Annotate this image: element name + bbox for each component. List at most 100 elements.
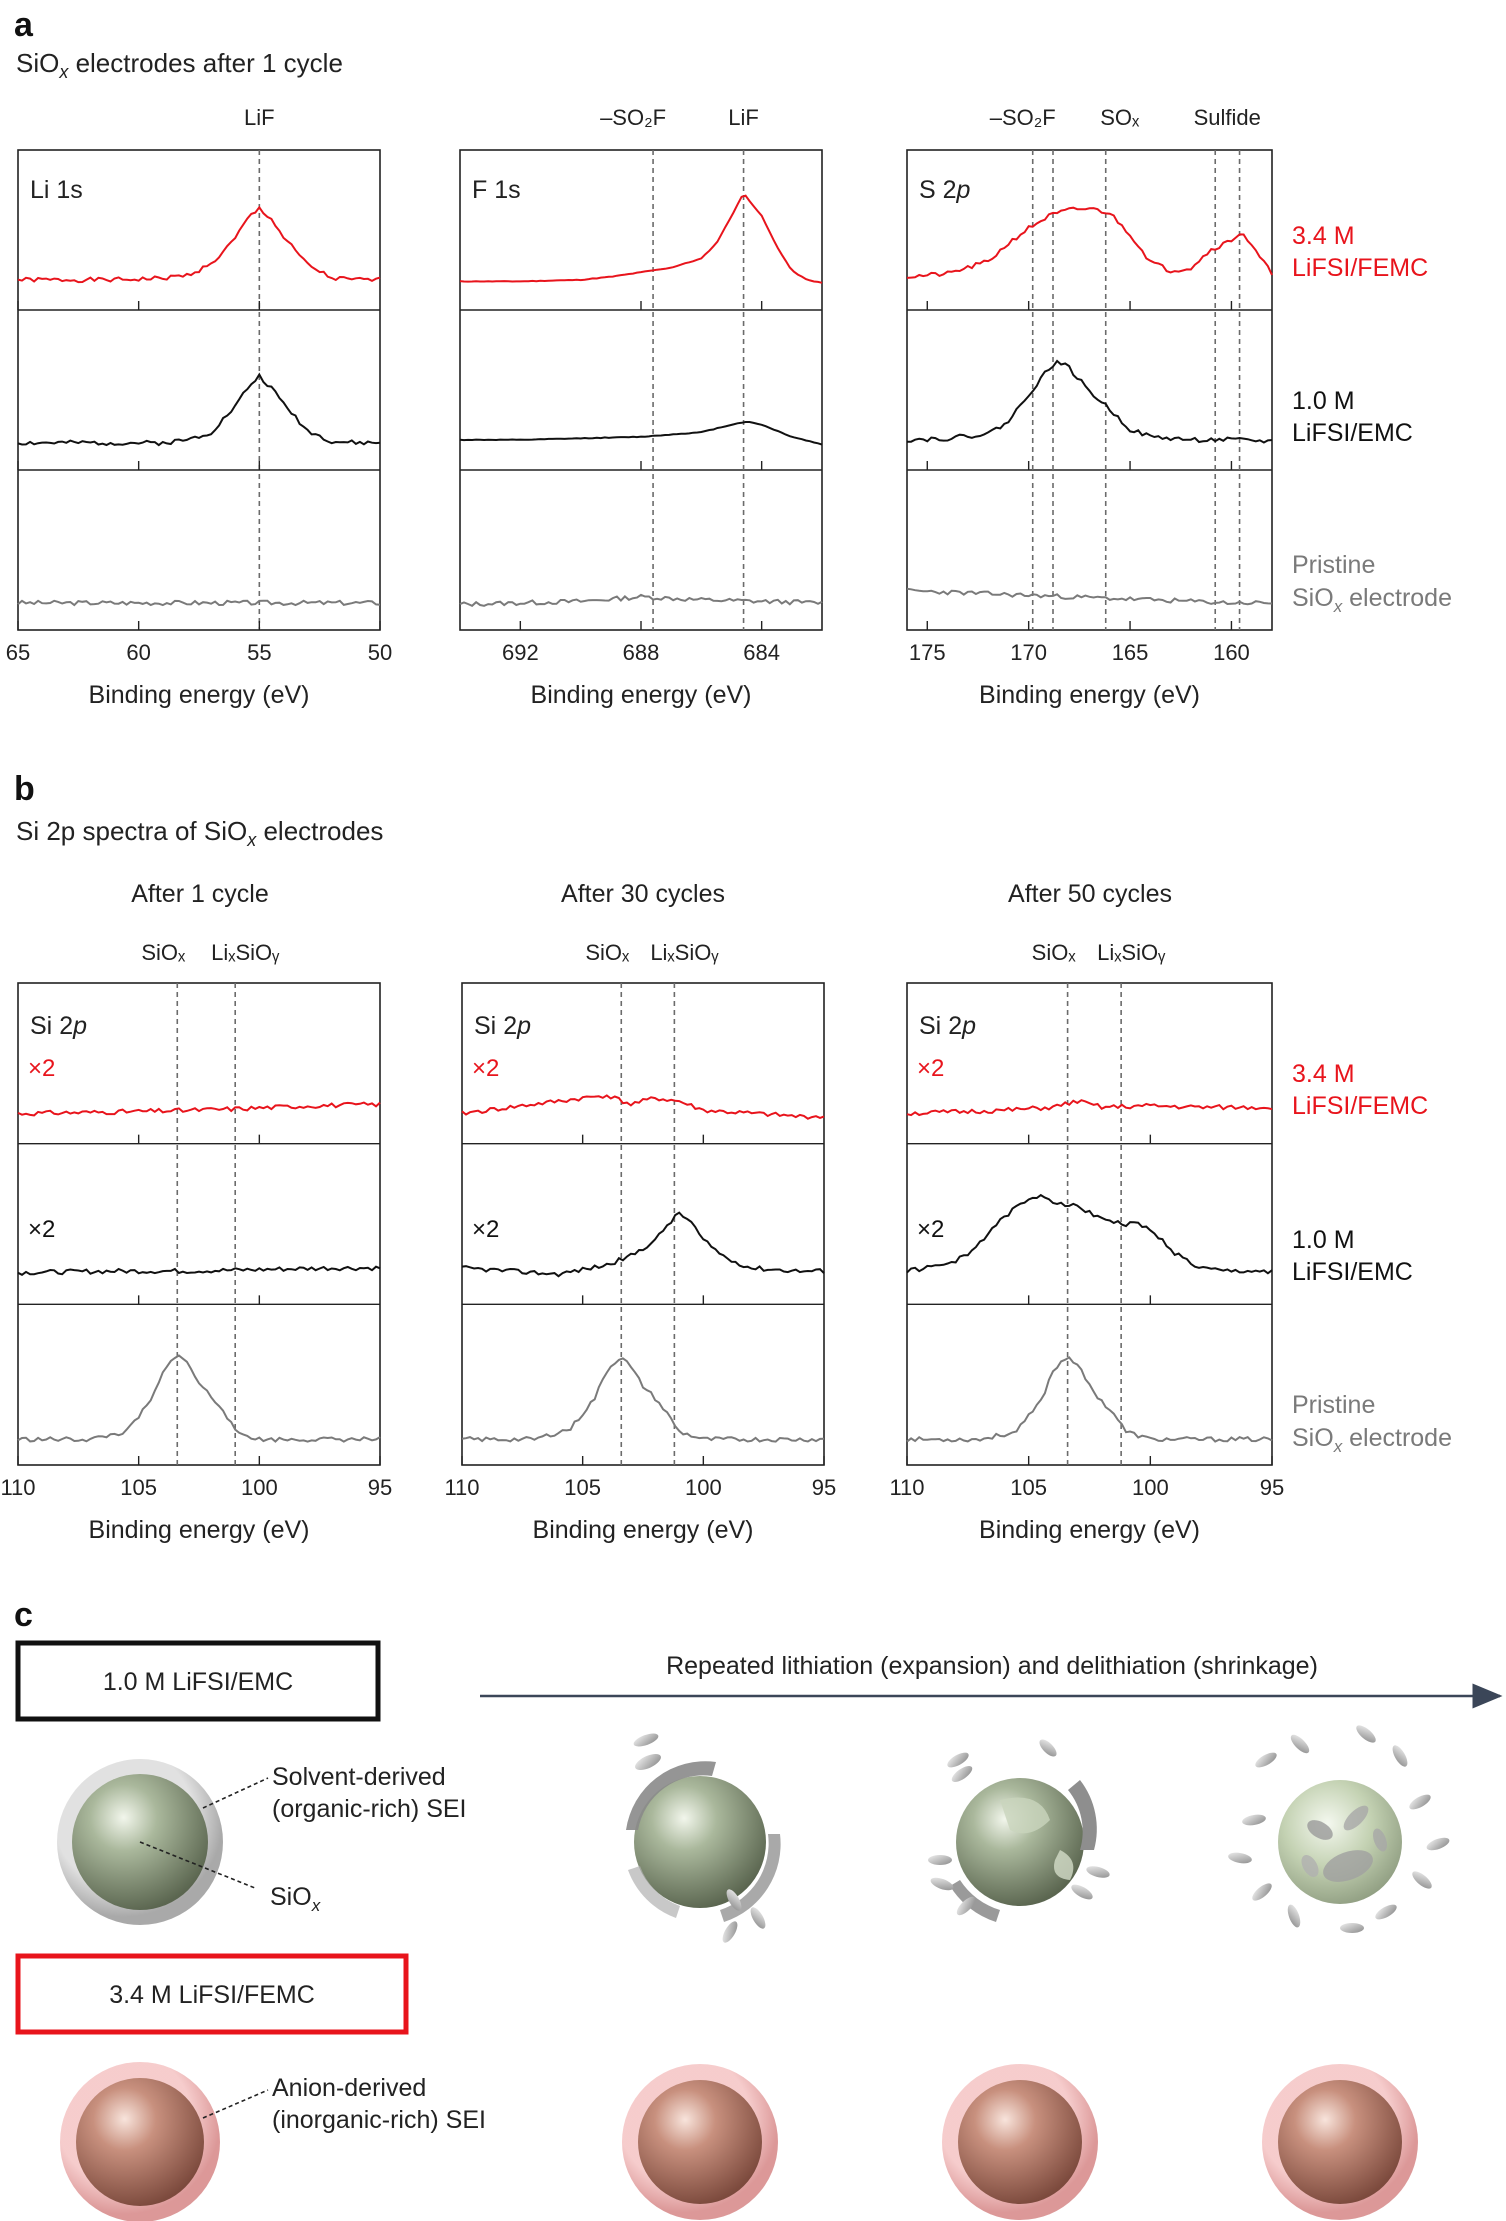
chart-si2p-50-cycles: SiOₓ LiₓSiOᵧ Si 2p 110 105 100 95 Binding energ… xyxy=(889,940,1284,1544)
multiplier-black: ×2 xyxy=(917,1216,944,1243)
plot-label: F 1s xyxy=(472,176,521,204)
callout-organic-line1: Solvent-derived xyxy=(272,1763,446,1791)
callout-line-anion xyxy=(202,2089,269,2119)
box-1m-lifsi-emc-label: 1.0 M LiFSI/EMC xyxy=(103,1668,293,1696)
legend-gray-line2: SiOx electrode xyxy=(1292,584,1452,616)
x-tick-label: 110 xyxy=(0,1475,35,1500)
legend-panel-b: 3.4 M LiFSI/FEMC 1.0 M LiFSI/EMC Pristin… xyxy=(1292,1060,1452,1456)
legend-b-gray-line2: SiOx electrode xyxy=(1292,1424,1452,1456)
legend-gray-line1: Pristine xyxy=(1292,551,1375,579)
peak-marker-label: SiOₓ xyxy=(585,940,630,965)
peak-marker-label: LiₓSiOᵧ xyxy=(650,940,719,965)
legend-panel-a: 3.4 M LiFSI/FEMC 1.0 M LiFSI/EMC Pristin… xyxy=(1292,222,1452,616)
legend-black-line1: 1.0 M xyxy=(1292,387,1355,415)
panel-a-label: a xyxy=(14,6,34,44)
series-line-red xyxy=(906,206,1273,279)
series-line-black xyxy=(461,1211,825,1278)
x-tick-label: 65 xyxy=(6,640,30,665)
peak-marker-label: LiₓSiOᵧ xyxy=(1097,940,1166,965)
chart-si2p-1-cycle: SiOₓ LiₓSiOᵧ Si 2p 110 105 100 95 Binding energ… xyxy=(0,940,392,1544)
plot-frame xyxy=(906,149,1273,631)
plot-frame xyxy=(906,982,1273,1466)
peak-marker-label: Sulfide xyxy=(1194,105,1261,130)
callout-line-organic xyxy=(202,1777,269,1809)
x-tick-label: 100 xyxy=(241,1475,278,1500)
x-tick-label: 105 xyxy=(564,1475,601,1500)
arrow-caption: Repeated lithiation (expansion) and deli… xyxy=(666,1652,1318,1680)
legend-b-black-line1: 1.0 M xyxy=(1292,1226,1355,1254)
peak-marker-label: LiF xyxy=(244,105,275,130)
legend-b-red-line1: 3.4 M xyxy=(1292,1060,1355,1088)
peak-marker-label: –SO₂F xyxy=(600,105,666,130)
multiplier-red: ×2 xyxy=(917,1055,944,1082)
plot-frame xyxy=(459,149,823,631)
chart-si2p-30-cycles: SiOₓ LiₓSiOᵧ Si 2p 110 105 100 95 Binding energ… xyxy=(444,940,836,1544)
series-line-black xyxy=(459,421,823,446)
legend-red-line1: 3.4 M xyxy=(1292,222,1355,250)
callout-anion-line1: Anion-derived xyxy=(272,2074,426,2102)
x-axis-label: Binding energy (eV) xyxy=(89,681,310,709)
series-line-gray xyxy=(906,1356,1273,1443)
series-line-black xyxy=(907,359,1273,444)
series-line-gray xyxy=(17,1354,381,1443)
x-tick-label: 50 xyxy=(368,640,392,665)
x-tick-label: 110 xyxy=(889,1475,924,1500)
panel-c-label: c xyxy=(14,1596,33,1634)
x-axis-label: Binding energy (eV) xyxy=(533,1516,754,1544)
multiplier-black: ×2 xyxy=(28,1216,55,1243)
series-line-gray xyxy=(906,587,1273,606)
x-tick-label: 95 xyxy=(368,1475,392,1500)
x-axis-label: Binding energy (eV) xyxy=(979,1516,1200,1544)
peak-marker-label: SiOₓ xyxy=(141,940,186,965)
peak-marker-label: SiOₓ xyxy=(1032,940,1077,965)
peak-marker-label: LiF xyxy=(728,105,759,130)
callout-anion-line2: (inorganic-rich) SEI xyxy=(272,2106,486,2134)
panel-b-title: Si 2p spectra of SiOx electrodes xyxy=(16,816,383,850)
legend-red-line2: LiFSI/FEMC xyxy=(1292,254,1428,282)
x-tick-label: 165 xyxy=(1112,640,1149,665)
series-line-black xyxy=(17,372,381,447)
x-axis-label: Binding energy (eV) xyxy=(89,1516,310,1544)
particle-organic-sei-cycle-3 xyxy=(1228,1725,1450,1933)
plot-label: Si 2p xyxy=(30,1012,87,1040)
x-tick-label: 170 xyxy=(1010,640,1047,665)
series-line-gray xyxy=(17,599,381,607)
series-line-red xyxy=(906,1099,1273,1117)
particle-inorganic-sei-cycle-1 xyxy=(622,2064,778,2220)
x-tick-label: 100 xyxy=(685,1475,722,1500)
peak-marker-label: LiₓSiOᵧ xyxy=(211,940,280,965)
series-line-red xyxy=(461,1094,825,1120)
peak-marker-label: –SO₂F xyxy=(990,105,1056,130)
particle-organic-sei-cycle-2 xyxy=(928,1739,1110,1922)
series-line-black xyxy=(17,1265,381,1276)
plot-label: S 2p xyxy=(919,176,971,204)
x-tick-label: 95 xyxy=(812,1475,836,1500)
box-1m-lifsi-emc xyxy=(15,1640,381,1722)
x-tick-label: 105 xyxy=(1010,1475,1047,1500)
peak-marker-label: SOₓ xyxy=(1100,105,1140,130)
legend-black-line2: LiFSI/EMC xyxy=(1292,419,1413,447)
particle-inorganic-sei-initial xyxy=(60,2062,220,2221)
chart-s2p: –SO₂F SOₓ Sulfide S 2p 175 170 165 160 Binding e… xyxy=(906,105,1273,709)
legend-b-black-line2: LiFSI/EMC xyxy=(1292,1258,1413,1286)
series-line-red xyxy=(17,205,381,284)
legend-b-red-line2: LiFSI/FEMC xyxy=(1292,1092,1428,1120)
x-tick-label: 688 xyxy=(623,640,660,665)
particle-inorganic-sei-cycle-3 xyxy=(1262,2064,1418,2220)
plot-frame xyxy=(17,149,381,631)
series-line-black xyxy=(906,1193,1273,1275)
box-34m-lifsi-femc xyxy=(15,1953,409,2035)
multiplier-red: ×2 xyxy=(472,1055,499,1082)
x-tick-label: 55 xyxy=(247,640,271,665)
plot-frame xyxy=(461,982,825,1466)
plot-frame xyxy=(17,982,381,1466)
callout-siox: SiOx xyxy=(270,1883,321,1915)
chart-li1s: LiF Li 1s 65 60 55 50 Binding energy (eV) xyxy=(6,105,392,709)
x-tick-label: 684 xyxy=(743,640,780,665)
x-tick-label: 95 xyxy=(1260,1475,1284,1500)
x-tick-label: 692 xyxy=(502,640,539,665)
panel-b-label: b xyxy=(14,770,35,808)
chart-f1s: –SO₂F LiF F 1s 692 688 684 Binding energy (eV) xyxy=(459,105,823,709)
x-axis-label: Binding energy (eV) xyxy=(531,681,752,709)
